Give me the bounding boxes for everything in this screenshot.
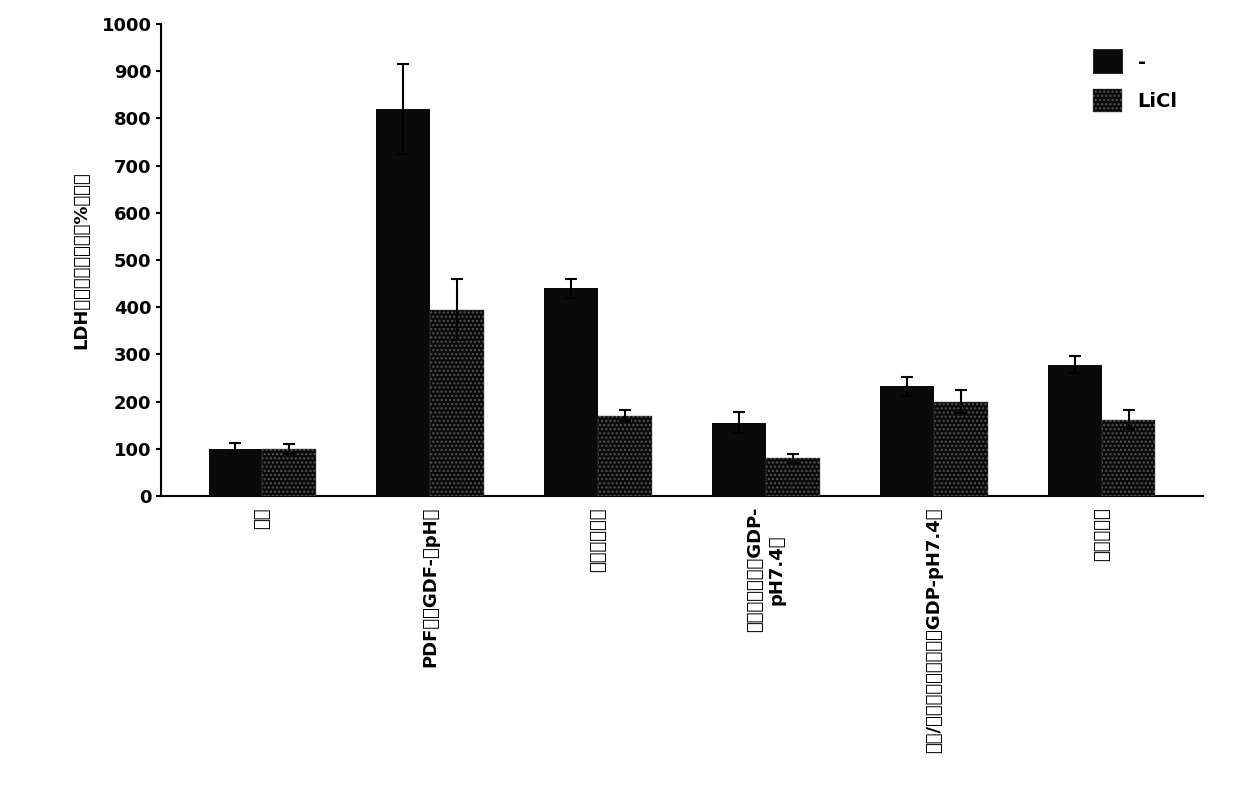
Legend: -, LiCl: -, LiCl (1078, 34, 1193, 128)
Bar (1048, 365, 1101, 496)
Bar (880, 386, 934, 496)
Bar (544, 288, 598, 496)
Bar (934, 402, 987, 496)
Y-axis label: LDH释放（相对对照的%倍数）: LDH释放（相对对照的%倍数） (72, 171, 91, 349)
Bar (766, 458, 820, 496)
Bar (430, 310, 484, 496)
Bar (377, 109, 430, 496)
Bar (712, 423, 766, 496)
Bar (263, 449, 316, 496)
Bar (208, 449, 263, 496)
Bar (1101, 419, 1156, 496)
Bar (598, 416, 652, 496)
